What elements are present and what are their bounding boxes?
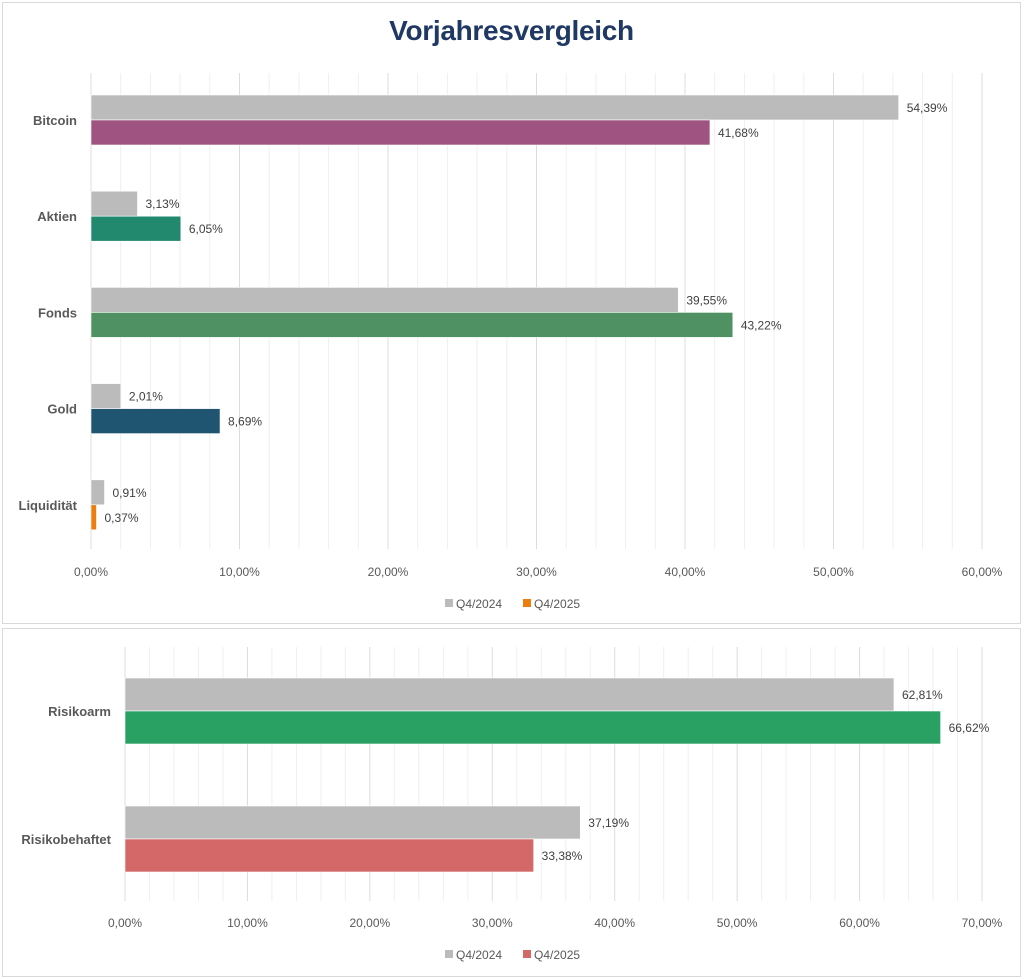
x-tick-label: 20,00% <box>350 916 391 930</box>
bar-q4-2024 <box>90 479 105 506</box>
x-tick-label: 50,00% <box>717 916 758 930</box>
bar-chart-asset-classes: 0,00% 10,00% 20,00% 30,00% 40,00% 50,00% 60,00… <box>19 73 1003 611</box>
legend-swatch <box>523 599 531 607</box>
bar-q4-2024 <box>90 94 899 121</box>
x-tick-label: 40,00% <box>665 565 706 579</box>
data-label: 6,05% <box>189 222 223 236</box>
x-tick-label: 0,00% <box>108 916 142 930</box>
x-tick-label: 20,00% <box>368 565 409 579</box>
legend-label: Q4/2024 <box>456 597 502 611</box>
data-label: 0,91% <box>113 486 147 500</box>
bar-q4-2025 <box>90 408 221 434</box>
bar-q4-2024 <box>90 287 679 313</box>
x-tick-label: 70,00% <box>962 916 1003 930</box>
x-tick-label: 30,00% <box>472 916 513 930</box>
bar-q4-2025 <box>90 504 97 531</box>
bar-q4-2025 <box>124 838 534 873</box>
legend-swatch <box>523 950 531 958</box>
category-label: Risikoarm <box>48 704 111 719</box>
data-label: 8,69% <box>228 415 262 429</box>
bar-q4-2025 <box>90 215 182 242</box>
bar-q4-2025 <box>124 710 941 745</box>
legend-label: Q4/2024 <box>456 948 502 962</box>
legend-label: Q4/2025 <box>534 597 580 611</box>
bar-chart-risk: 0,00% 10,00% 20,00% 30,00% 40,00% 50,00% 60,00… <box>21 647 1003 962</box>
bar-q4-2024 <box>124 805 581 840</box>
data-label: 33,38% <box>542 849 583 863</box>
data-label: 62,81% <box>902 688 943 702</box>
x-tick-label: 0,00% <box>74 565 108 579</box>
data-label: 39,55% <box>686 293 727 307</box>
bar-q4-2024 <box>90 383 122 409</box>
data-label: 3,13% <box>145 197 179 211</box>
bar-q4-2024 <box>124 677 895 712</box>
legend-swatch <box>445 599 453 607</box>
x-tick-label: 30,00% <box>516 565 557 579</box>
data-label: 43,22% <box>741 318 782 332</box>
data-label: 2,01% <box>129 390 163 404</box>
category-label: Aktien <box>37 209 77 224</box>
category-label: Liquidität <box>19 498 78 513</box>
chart-title: Vorjahresvergleich <box>389 15 634 46</box>
data-label: 41,68% <box>718 126 759 140</box>
category-label: Bitcoin <box>33 113 77 128</box>
chart-panel-asset-classes: Vorjahresvergleich 0,00% 10,00% 20,00% 30,0… <box>2 2 1021 624</box>
legend-label: Q4/2025 <box>534 948 580 962</box>
chart-panel-risk: 0,00% 10,00% 20,00% 30,00% 40,00% 50,00% 60,00… <box>2 628 1021 977</box>
x-tick-label: 10,00% <box>219 565 260 579</box>
bar-q4-2025 <box>90 119 711 146</box>
category-label: Gold <box>47 402 77 417</box>
x-tick-label: 60,00% <box>962 565 1003 579</box>
category-label: Risikobehaftet <box>21 832 111 847</box>
data-label: 0,37% <box>104 511 138 525</box>
x-tick-label: 10,00% <box>227 916 268 930</box>
legend-swatch <box>445 950 453 958</box>
data-label: 54,39% <box>907 101 948 115</box>
data-label: 66,62% <box>949 721 990 735</box>
bar-q4-2025 <box>90 312 734 338</box>
x-tick-label: 40,00% <box>594 916 635 930</box>
data-label: 37,19% <box>588 816 629 830</box>
x-tick-label: 50,00% <box>813 565 854 579</box>
x-tick-label: 60,00% <box>839 916 880 930</box>
category-label: Fonds <box>38 305 77 320</box>
bar-q4-2024 <box>90 190 138 217</box>
